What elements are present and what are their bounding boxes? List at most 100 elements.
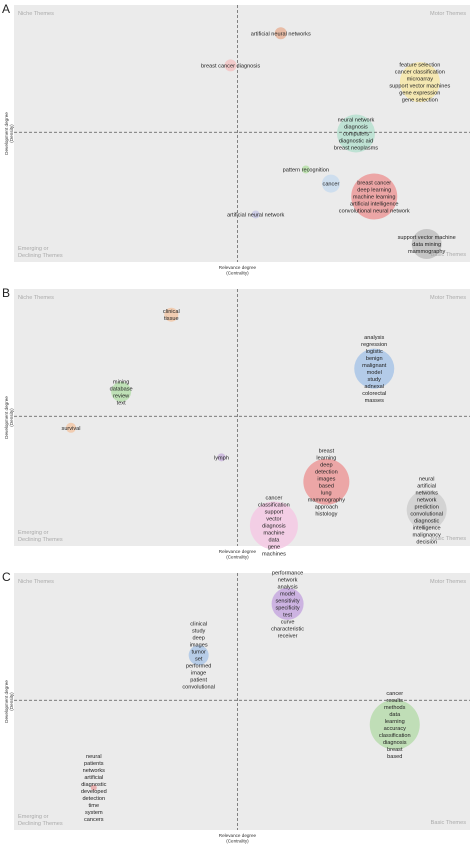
cluster-bubble — [406, 490, 447, 531]
cluster-term: learning — [316, 455, 336, 461]
quadrant-label-motor: Motor Themes — [430, 579, 466, 585]
panel-b: B clinical tissue analysis regression logist… — [0, 284, 474, 566]
cluster-bubble — [111, 381, 132, 402]
cluster-term: artificial — [84, 775, 103, 781]
cluster-term: patient — [190, 678, 207, 684]
cluster-term: masses — [365, 398, 384, 404]
y-axis-label-group: Development degree (Density) — [4, 680, 14, 723]
cluster-term: lung — [321, 490, 332, 496]
cluster-term: artificial — [417, 484, 436, 490]
cluster-term: microarray — [407, 77, 434, 83]
y-axis-label: (Density) — [9, 124, 14, 143]
cluster-term: diagnosis — [262, 523, 286, 529]
cluster-term: adnexal — [364, 384, 384, 390]
quadrant-label-emerging: Emerging or — [18, 530, 49, 536]
cluster-bubble — [354, 348, 395, 389]
cluster-term: breast — [387, 747, 403, 753]
cluster-term: test — [283, 612, 292, 618]
cluster-term: malignant — [362, 363, 387, 369]
cluster-term: survival — [62, 426, 81, 432]
quadrant-label-basic: Basic Themes — [431, 536, 467, 542]
cluster-term: gene expression — [399, 91, 440, 97]
cluster-term: convolutional neural network — [339, 208, 410, 214]
quadrant-label-niche: Niche Themes — [18, 295, 54, 301]
cluster-term: feature selection — [399, 63, 440, 69]
cluster-term: performed — [186, 664, 212, 670]
cluster-term: deep — [320, 462, 332, 468]
cluster-term: breast cancer diagnosis — [201, 63, 260, 69]
cluster-term: artificial neural networks — [251, 31, 311, 37]
cluster-term: detection — [82, 796, 105, 802]
cluster-term: diagnostic — [81, 782, 106, 788]
cluster-term: mammography — [408, 249, 446, 255]
cluster-term: images — [190, 643, 208, 649]
cluster-term: support vector machine — [398, 235, 456, 241]
x-axis-label: (Centrality) — [226, 839, 249, 844]
cluster-term: diagnosis — [383, 740, 407, 746]
cluster-term: neural network — [338, 118, 375, 124]
cluster-term: results — [387, 698, 404, 704]
cluster-term: machines — [262, 551, 286, 557]
cluster-bubble — [251, 210, 260, 219]
cluster-bubble — [411, 229, 442, 260]
cluster-term: data — [389, 712, 401, 718]
plot-background — [14, 5, 470, 262]
cluster-term: network — [417, 498, 437, 504]
cluster-term: cancer — [386, 691, 403, 697]
quadrant-label-basic: Basic Themes — [431, 252, 467, 258]
cluster-term: cancer — [323, 182, 340, 188]
cluster-term: gene selection — [402, 98, 438, 104]
cluster-term: mammography — [308, 497, 346, 503]
y-axis-label-group: Development degree (Density) — [4, 396, 14, 439]
cluster-term: machine — [263, 530, 284, 536]
cluster-bubble — [303, 458, 350, 505]
quadrant-label-emerging: Emerging or — [18, 814, 49, 820]
y-axis-label: Development degree — [4, 680, 9, 723]
y-axis-label: Development degree — [4, 396, 9, 439]
cluster-term: convolutional — [182, 685, 215, 691]
cluster-bubble — [90, 784, 97, 791]
quadrant-label-motor: Motor Themes — [430, 295, 466, 301]
cluster-term: tumor — [192, 650, 206, 656]
cluster-term: pattern recognition — [283, 167, 329, 173]
quadrant-label-basic: Basic Themes — [431, 820, 467, 826]
cluster-term: cancers — [84, 817, 104, 823]
panel-letter: B — [2, 286, 11, 300]
cluster-term: curve — [281, 619, 295, 625]
cluster-bubble — [217, 453, 226, 462]
cluster-term: neural — [419, 477, 435, 483]
y-axis-label: Development degree — [4, 112, 9, 155]
cluster-term: approach — [315, 504, 338, 510]
cluster-term: analysis — [277, 584, 297, 590]
chart-c: performancenetworkanalysismodelsensitivi… — [4, 570, 470, 844]
quadrant-label-emerging: Emerging or — [18, 246, 49, 252]
cluster-term: diagnostic — [414, 519, 439, 525]
chart-a: artificial neural networks breast cancer … — [4, 5, 470, 276]
cluster-term: model — [280, 591, 295, 597]
cluster-term: detection — [315, 469, 338, 475]
cluster-bubble — [321, 174, 340, 193]
cluster-term: study — [368, 377, 382, 383]
cluster-term: characteristic — [271, 626, 304, 632]
y-axis-label-group: Development degree (Density) — [4, 112, 14, 155]
cluster-term: convolutional — [410, 512, 443, 518]
cluster-term: tissue — [164, 316, 179, 322]
cluster-bubble — [271, 587, 304, 620]
cluster-term: sensitivity — [275, 598, 299, 604]
cluster-term: receiver — [278, 633, 298, 639]
cluster-term: data — [268, 537, 280, 543]
cluster-term: intelligence — [413, 526, 441, 532]
x-axis-label: (Centrality) — [226, 271, 249, 276]
cluster-term: machine learning — [353, 194, 396, 200]
cluster-term: accuracy — [384, 726, 407, 732]
cluster-term: based — [319, 483, 334, 489]
cluster-bubble — [274, 27, 287, 40]
panel-a: A artificial neural networks breast cance… — [0, 0, 474, 282]
cluster-term: benign — [366, 356, 383, 362]
panel-c: C performance network analysis model sensiti… — [0, 568, 474, 850]
cluster-term: patients — [84, 761, 104, 767]
cluster-bubble — [66, 422, 76, 433]
quadrant-label-niche: Niche Themes — [18, 579, 54, 585]
x-axis-label: Relevance degree — [219, 265, 257, 270]
